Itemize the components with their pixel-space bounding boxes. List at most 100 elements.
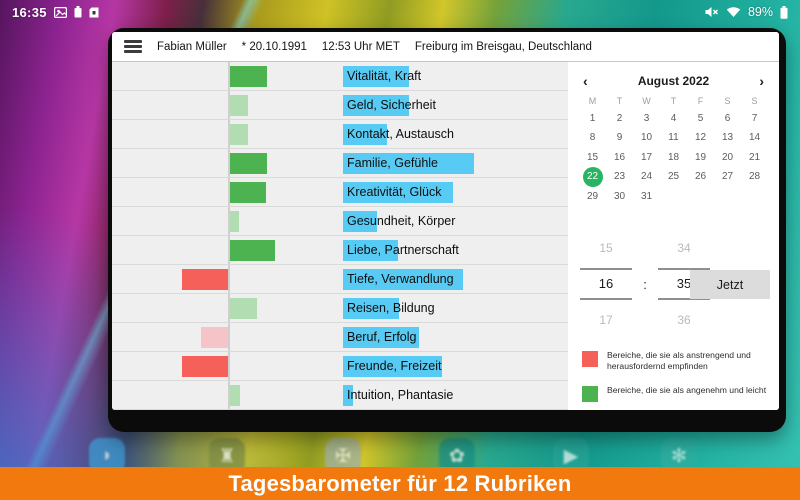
chart-row-9[interactable]: Reisen, Bildung: [112, 294, 568, 323]
calendar-day-2[interactable]: 2: [616, 112, 623, 124]
weekday-label: T: [616, 96, 623, 106]
calendar-day-1[interactable]: 1: [589, 112, 596, 124]
positive-bar: [230, 95, 248, 116]
calendar-day-20[interactable]: 20: [721, 151, 734, 163]
calendar-day-7[interactable]: 7: [751, 112, 758, 124]
hour-selected[interactable]: 16: [580, 268, 632, 300]
calendar-header: ‹ August 2022 ›: [579, 70, 768, 92]
calendar-day-3[interactable]: 3: [643, 112, 650, 124]
calendar-day-empty: [687, 187, 714, 207]
hour-next[interactable]: 17: [599, 313, 613, 327]
now-button[interactable]: Jetzt: [690, 270, 770, 299]
category-label: Intuition, Phantasie: [347, 388, 454, 402]
calendar-day-22[interactable]: 22: [579, 167, 606, 188]
status-bar-right: 89%: [705, 5, 788, 19]
category-label: Tiefe, Verwandlung: [347, 272, 454, 286]
calendar-day-empty: [714, 187, 741, 207]
calendar-day-26[interactable]: 26: [694, 171, 707, 183]
chart-row-5[interactable]: Kreativität, Glück: [112, 178, 568, 207]
calendar-day-8[interactable]: 8: [589, 132, 596, 144]
category-label: Kontakt, Austausch: [347, 127, 455, 141]
calendar-day-5[interactable]: 5: [697, 112, 704, 124]
calendar-day-15[interactable]: 15: [586, 151, 599, 163]
calendar-day-12[interactable]: 12: [694, 132, 707, 144]
status-bar-left: 16:35: [12, 5, 99, 20]
chart-row-2[interactable]: Geld, Sicherheit: [112, 91, 568, 120]
legend-swatch: [582, 386, 598, 403]
birth-time: 12:53 Uhr MET: [321, 40, 400, 53]
chart-row-11[interactable]: Freunde, Freizeit: [112, 352, 568, 381]
positive-bar: [230, 66, 267, 87]
calendar-day-21[interactable]: 21: [748, 151, 761, 163]
positive-bar: [230, 153, 267, 174]
calendar-day-30[interactable]: 30: [613, 190, 626, 202]
calendar-day-16[interactable]: 16: [613, 151, 626, 163]
category-blue-bar: [343, 356, 442, 377]
calendar-day-empty: [660, 187, 687, 207]
legend-item-2: Bereiche, die sie als angenehm und leich…: [582, 385, 772, 403]
calendar-day-28[interactable]: 28: [748, 171, 761, 183]
calendar-day-6[interactable]: 6: [724, 112, 731, 124]
calendar-day-10[interactable]: 10: [640, 132, 653, 144]
legend-text: Bereiche, die sie als angenehm und leich…: [607, 385, 767, 396]
legend-swatch: [582, 351, 598, 367]
minute-next[interactable]: 36: [677, 313, 691, 327]
category-blue-bar: [343, 385, 353, 406]
positive-bar: [230, 385, 240, 406]
chart-row-6[interactable]: Gesundheit, Körper: [112, 207, 568, 236]
calendar-day-11[interactable]: 11: [668, 132, 679, 144]
category-label: Gesundheit, Körper: [347, 214, 456, 228]
category-label: Vitalität, Kraft: [347, 69, 422, 83]
category-label: Kreativität, Glück: [347, 185, 442, 199]
negative-bar: [201, 327, 228, 348]
category-blue-bar: [343, 269, 463, 290]
calendar-day-13[interactable]: 13: [721, 132, 734, 144]
calendar-day-23[interactable]: 23: [613, 171, 626, 183]
calendar-day-17[interactable]: 17: [640, 151, 653, 163]
weekday-label: F: [697, 96, 704, 106]
category-label: Reisen, Bildung: [347, 301, 435, 315]
calendar-day-4[interactable]: 4: [670, 112, 677, 124]
calendar-day-9[interactable]: 9: [616, 132, 623, 144]
barometer-chart: Vitalität, Kraft Geld, Sicherheit Kontakt,…: [112, 62, 568, 410]
calendar-day-29[interactable]: 29: [586, 190, 599, 202]
status-bar: 16:35 89%: [0, 0, 800, 24]
calendar-day-27[interactable]: 27: [721, 171, 734, 183]
positive-bar: [230, 182, 266, 203]
calendar-day-18[interactable]: 18: [667, 151, 680, 163]
chart-row-8[interactable]: Tiefe, Verwandlung: [112, 265, 568, 294]
chart-row-12[interactable]: Intuition, Phantasie: [112, 381, 568, 410]
calendar-day-19[interactable]: 19: [694, 151, 707, 163]
menu-icon[interactable]: [124, 40, 142, 53]
screenshot-notification-icon: [53, 6, 67, 18]
minute-selected[interactable]: 35: [658, 268, 710, 300]
category-label: Freunde, Freizeit: [347, 359, 442, 373]
time-colon: :: [643, 276, 647, 292]
chart-row-4[interactable]: Familie, Gefühle: [112, 149, 568, 178]
battery-percent-label: 89%: [747, 5, 773, 19]
weekday-label: S: [724, 96, 731, 106]
app-header: Fabian Müller * 20.10.1991 12:53 Uhr MET…: [112, 32, 779, 62]
minute-prev[interactable]: 34: [677, 241, 691, 255]
calendar-day-14[interactable]: 14: [748, 132, 761, 144]
time-picker-next-row[interactable]: 17 36: [580, 302, 770, 338]
calendar-day-31[interactable]: 31: [640, 190, 653, 202]
positive-bar: [230, 240, 275, 261]
sd-card-notification-icon: [89, 7, 99, 17]
calendar-day-25[interactable]: 25: [667, 171, 680, 183]
hour-prev[interactable]: 15: [599, 241, 613, 255]
category-blue-bar: [343, 95, 409, 116]
chart-row-1[interactable]: Vitalität, Kraft: [112, 62, 568, 91]
chart-row-7[interactable]: Liebe, Partnerschaft: [112, 236, 568, 265]
time-picker-prev-row[interactable]: 15 34: [580, 230, 770, 266]
calendar-prev-icon[interactable]: ‹: [583, 73, 588, 89]
app-content: Fabian Müller * 20.10.1991 12:53 Uhr MET…: [112, 32, 779, 410]
volume-mute-icon: [705, 7, 718, 17]
category-label: Beruf, Erfolg: [347, 330, 417, 344]
category-blue-bar: [343, 240, 398, 261]
chart-row-3[interactable]: Kontakt, Austausch: [112, 120, 568, 149]
chart-row-10[interactable]: Beruf, Erfolg: [112, 323, 568, 352]
calendar-day-24[interactable]: 24: [640, 171, 653, 183]
calendar-next-icon[interactable]: ›: [759, 73, 764, 89]
